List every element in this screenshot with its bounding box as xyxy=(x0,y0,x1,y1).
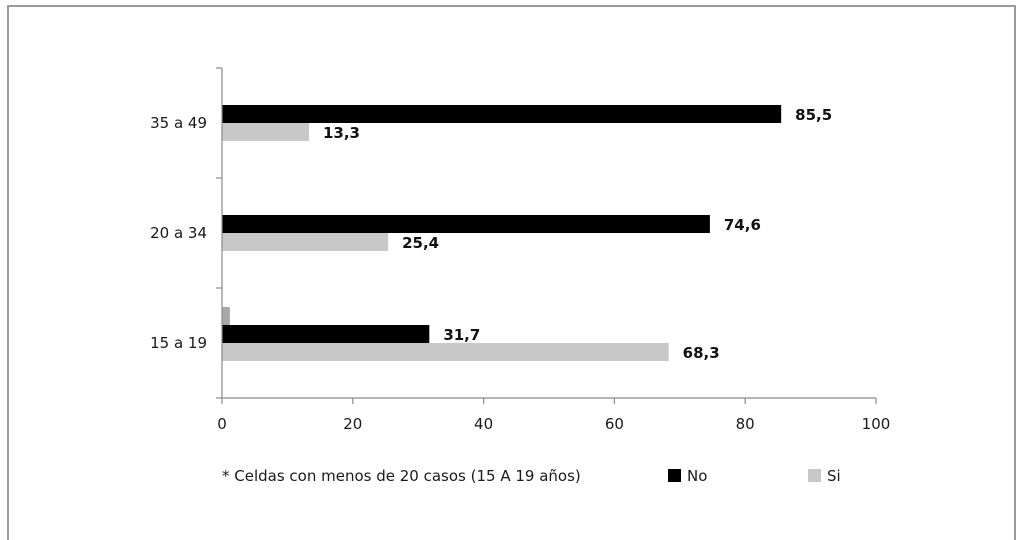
legend-swatch-si xyxy=(808,469,821,482)
labels-group: 15 a 19 31,7 68,3 20 a 34 74,6 25,4 35 a 49 85,… xyxy=(150,106,832,362)
data-label-no-35-a-49: 85,5 xyxy=(795,106,832,124)
x-tick-label-80: 80 xyxy=(736,415,755,433)
data-label-si-20-a-34: 25,4 xyxy=(402,234,439,252)
legend-label-si: Si xyxy=(827,467,841,485)
category-label-20-a-34: 20 a 34 xyxy=(150,224,207,242)
bar-extra-15-a-19 xyxy=(222,307,230,325)
bar-no-20-a-34 xyxy=(222,215,710,233)
legend-group: * Celdas con menos de 20 casos (15 A 19 … xyxy=(222,467,841,485)
axes-group: 0 20 40 60 80 100 xyxy=(216,67,891,433)
bar-si-15-a-19 xyxy=(222,343,669,361)
footnote: * Celdas con menos de 20 casos (15 A 19 … xyxy=(222,467,581,485)
data-label-si-15-a-19: 68,3 xyxy=(683,344,720,362)
legend-label-no: No xyxy=(687,467,707,485)
bars-group xyxy=(222,105,782,361)
bar-no-35-a-49 xyxy=(222,105,782,123)
x-tick-label-0: 0 xyxy=(217,415,227,433)
legend-swatch-no xyxy=(668,469,681,482)
data-label-no-15-a-19: 31,7 xyxy=(443,326,480,344)
bar-si-35-a-49 xyxy=(222,123,309,141)
data-label-no-20-a-34: 74,6 xyxy=(724,216,761,234)
x-tick-label-20: 20 xyxy=(343,415,362,433)
data-label-si-35-a-49: 13,3 xyxy=(323,124,360,142)
bar-si-20-a-34 xyxy=(222,233,389,251)
category-label-15-a-19: 15 a 19 xyxy=(150,334,207,352)
x-tick-label-40: 40 xyxy=(474,415,493,433)
x-tick-label-100: 100 xyxy=(862,415,891,433)
chart-frame xyxy=(7,5,1016,540)
x-tick-label-60: 60 xyxy=(605,415,624,433)
category-label-35-a-49: 35 a 49 xyxy=(150,114,207,132)
bar-no-15-a-19 xyxy=(222,325,430,343)
